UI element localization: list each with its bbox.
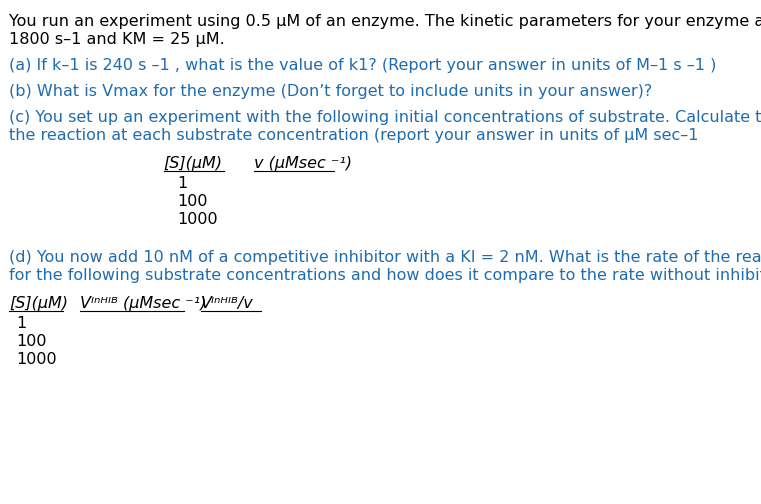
Text: the reaction at each substrate concentration (report your answer in units of μM : the reaction at each substrate concentra…: [9, 128, 699, 143]
Text: (c) You set up an experiment with the following initial concentrations of substr: (c) You set up an experiment with the fo…: [9, 110, 761, 125]
Text: [S](μM): [S](μM): [164, 156, 223, 171]
Text: Vᴵⁿᴴᴵᴮ/v: Vᴵⁿᴴᴵᴮ/v: [201, 296, 253, 311]
Text: 1800 s–1 and KM = 25 μM.: 1800 s–1 and KM = 25 μM.: [9, 32, 225, 47]
Text: You run an experiment using 0.5 μM of an enzyme. The kinetic parameters for your: You run an experiment using 0.5 μM of an…: [9, 14, 761, 29]
Text: 1: 1: [16, 316, 27, 331]
Text: 100: 100: [16, 334, 46, 349]
Text: 1: 1: [177, 176, 187, 191]
Text: (b) What is Vmax for the enzyme (Don’t forget to include units in your answer)?: (b) What is Vmax for the enzyme (Don’t f…: [9, 84, 653, 99]
Text: for the following substrate concentrations and how does it compare to the rate w: for the following substrate concentratio…: [9, 268, 761, 283]
Text: Vᴵⁿᴴᴵᴮ (μMsec ⁻¹): Vᴵⁿᴴᴵᴮ (μMsec ⁻¹): [80, 296, 207, 311]
Text: [S](μM): [S](μM): [9, 296, 68, 311]
Text: (a) If k–1 is 240 s –1 , what is the value of k1? (Report your answer in units o: (a) If k–1 is 240 s –1 , what is the val…: [9, 58, 717, 73]
Text: 100: 100: [177, 194, 208, 209]
Text: 1000: 1000: [16, 352, 56, 367]
Text: 1000: 1000: [177, 212, 218, 227]
Text: v (μMsec ⁻¹): v (μMsec ⁻¹): [254, 156, 352, 171]
Text: (d) You now add 10 nM of a competitive inhibitor with a KI = 2 nM. What is the r: (d) You now add 10 nM of a competitive i…: [9, 250, 761, 265]
